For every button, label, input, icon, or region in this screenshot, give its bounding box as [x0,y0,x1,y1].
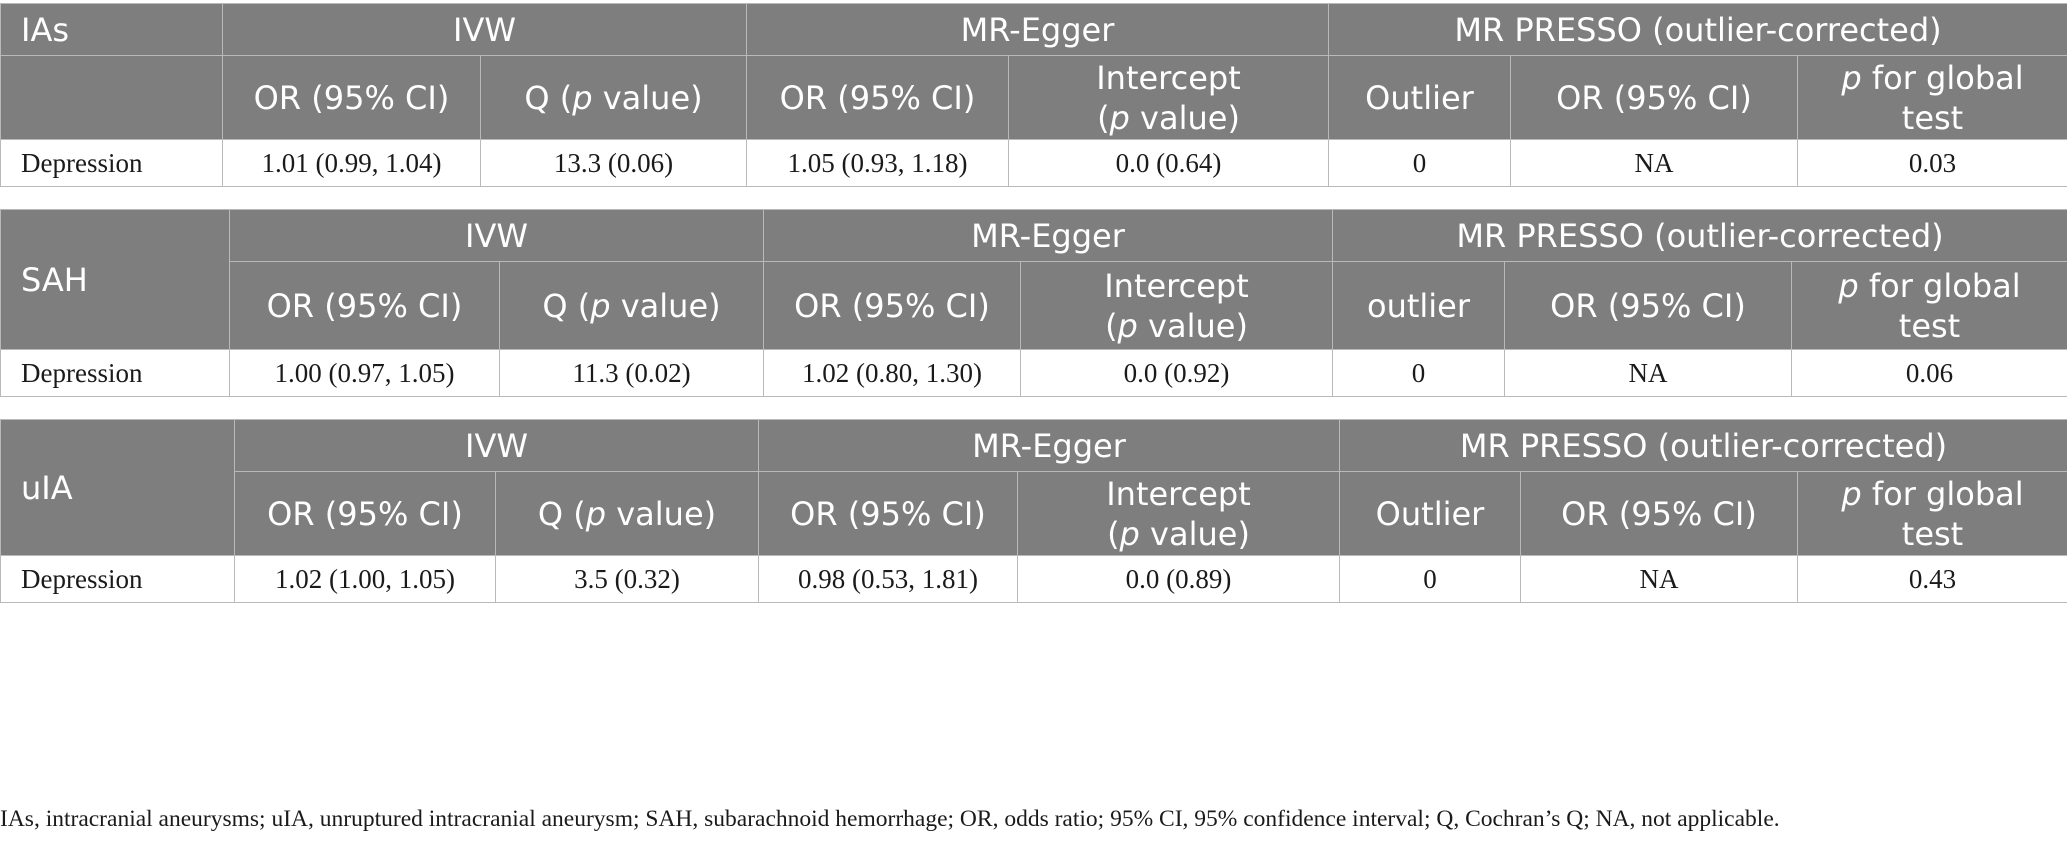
group-mr-presso: MR PRESSO (outlier-corrected) [1339,419,2067,472]
header-blank [0,55,223,140]
cell-egger-intercept: 0.0 (0.89) [1017,555,1340,603]
outcome-label: IAs [0,3,223,56]
table-row: Depression 1.01 (0.99, 1.04) 13.3 (0.06)… [0,139,2067,187]
col-ivw-q: Q (p value) [480,55,747,140]
col-ivw-q: Q (p value) [499,261,764,350]
col-presso-global: p for global test [1797,55,2067,140]
cell-egger-or: 0.98 (0.53, 1.81) [758,555,1018,603]
col-presso-global: p for global test [1797,471,2067,556]
col-presso-outlier: Outlier [1328,55,1511,140]
table-ias: IAs IVW MR-Egger MR PRESSO (outlier-corr… [0,3,2067,187]
cell-egger-or: 1.05 (0.93, 1.18) [746,139,1009,187]
col-presso-or: OR (95% CI) [1510,55,1798,140]
table-footnote: IAs, intracranial aneurysms; uIA, unrupt… [0,806,1780,832]
cell-egger-intercept: 0.0 (0.64) [1008,139,1329,187]
col-egger-intercept: Intercept (p value) [1008,55,1329,140]
col-presso-or: OR (95% CI) [1520,471,1798,556]
table-uia: uIA IVW MR-Egger MR PRESSO (outlier-corr… [0,419,2067,603]
col-presso-outlier: outlier [1332,261,1505,350]
outcome-label: SAH [0,209,230,350]
cell-ivw-q: 3.5 (0.32) [495,555,759,603]
cell-ivw-or: 1.01 (0.99, 1.04) [222,139,481,187]
cell-presso-outlier: 0 [1328,139,1511,187]
group-ivw: IVW [229,209,764,262]
cell-ivw-q: 13.3 (0.06) [480,139,747,187]
cell-ivw-q: 11.3 (0.02) [499,349,764,397]
cell-presso-outlier: 0 [1339,555,1521,603]
col-egger-or: OR (95% CI) [746,55,1009,140]
col-ivw-q: Q (p value) [495,471,759,556]
cell-exposure: Depression [0,555,235,603]
group-mr-presso: MR PRESSO (outlier-corrected) [1328,3,2067,56]
col-presso-outlier: Outlier [1339,471,1521,556]
col-ivw-or: OR (95% CI) [229,261,500,350]
cell-presso-or: NA [1510,139,1798,187]
cell-ivw-or: 1.02 (1.00, 1.05) [234,555,496,603]
cell-presso-or: NA [1520,555,1798,603]
cell-presso-or: NA [1504,349,1792,397]
group-ivw: IVW [222,3,747,56]
col-presso-or: OR (95% CI) [1504,261,1792,350]
col-egger-intercept: Intercept (p value) [1020,261,1333,350]
group-mr-egger: MR-Egger [746,3,1329,56]
cell-egger-intercept: 0.0 (0.92) [1020,349,1333,397]
col-egger-or: OR (95% CI) [763,261,1021,350]
col-egger-or: OR (95% CI) [758,471,1018,556]
cell-exposure: Depression [0,139,223,187]
col-ivw-or: OR (95% CI) [234,471,496,556]
cell-presso-global-p: 0.43 [1797,555,2067,603]
table-row: Depression 1.02 (1.00, 1.05) 3.5 (0.32) … [0,555,2067,603]
col-ivw-or: OR (95% CI) [222,55,481,140]
group-ivw: IVW [234,419,759,472]
table-row: Depression 1.00 (0.97, 1.05) 11.3 (0.02)… [0,349,2067,397]
col-presso-global: p for global test [1791,261,2067,350]
group-mr-egger: MR-Egger [763,209,1333,262]
outcome-label: uIA [0,419,235,556]
group-mr-presso: MR PRESSO (outlier-corrected) [1332,209,2067,262]
cell-presso-global-p: 0.03 [1797,139,2067,187]
cell-presso-outlier: 0 [1332,349,1505,397]
group-mr-egger: MR-Egger [758,419,1340,472]
cell-ivw-or: 1.00 (0.97, 1.05) [229,349,500,397]
cell-exposure: Depression [0,349,230,397]
table-sah: SAH IVW MR-Egger MR PRESSO (outlier-corr… [0,209,2067,397]
cell-presso-global-p: 0.06 [1791,349,2067,397]
col-egger-intercept: Intercept (p value) [1017,471,1340,556]
cell-egger-or: 1.02 (0.80, 1.30) [763,349,1021,397]
